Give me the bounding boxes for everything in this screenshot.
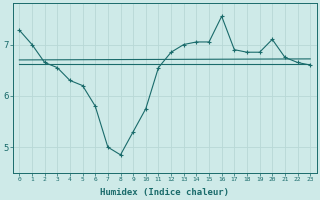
X-axis label: Humidex (Indice chaleur): Humidex (Indice chaleur) <box>100 188 229 197</box>
